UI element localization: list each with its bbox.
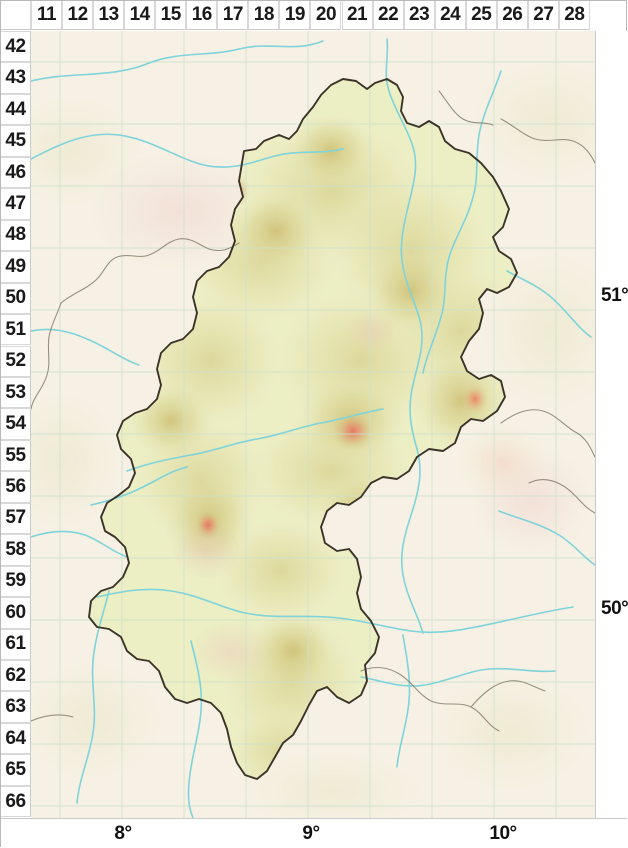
river-rhein bbox=[76, 590, 110, 804]
grid-row-header-63[interactable]: 63 bbox=[1, 691, 31, 723]
grid-row-header-58[interactable]: 58 bbox=[1, 534, 31, 566]
river-east-1 bbox=[506, 270, 592, 338]
grid-column-header-14[interactable]: 14 bbox=[124, 1, 156, 30]
grid-column-header-25[interactable]: 25 bbox=[465, 1, 497, 30]
urban-areas bbox=[171, 309, 396, 681]
grid-column-header-15[interactable]: 15 bbox=[155, 1, 187, 30]
river-lahn-west bbox=[90, 466, 188, 506]
grid-row-header-42[interactable]: 42 bbox=[1, 31, 31, 63]
grid-row-header-50[interactable]: 50 bbox=[1, 282, 31, 315]
river-south-1 bbox=[187, 640, 203, 818]
grid-row-header-57[interactable]: 57 bbox=[1, 502, 31, 535]
grid-row-header-66[interactable]: 66 bbox=[1, 785, 31, 818]
neighbor-borders bbox=[31, 90, 595, 732]
grid-row-header-62[interactable]: 62 bbox=[1, 660, 31, 692]
grid-column-header-18[interactable]: 18 bbox=[248, 1, 280, 30]
grid-row-header-60[interactable]: 60 bbox=[1, 597, 31, 629]
river-south-3 bbox=[396, 634, 411, 768]
grid-row-header-65[interactable]: 65 bbox=[1, 754, 31, 786]
grid-row-header-54[interactable]: 54 bbox=[1, 408, 31, 440]
coordinate-grid bbox=[31, 31, 595, 818]
outside-terrain bbox=[31, 61, 595, 818]
river-werra bbox=[422, 70, 502, 374]
map-canvas[interactable] bbox=[31, 31, 595, 818]
grid-row-header-46[interactable]: 46 bbox=[1, 156, 31, 189]
rivers bbox=[31, 38, 595, 818]
grid-row-header-51[interactable]: 51 bbox=[1, 314, 31, 346]
latitude-axis: 51° 50° bbox=[595, 31, 628, 818]
grid-row-header-53[interactable]: 53 bbox=[1, 376, 31, 409]
grid-row-header-49[interactable]: 49 bbox=[1, 251, 31, 283]
grid-column-header-13[interactable]: 13 bbox=[93, 1, 125, 30]
river-fulda-weser bbox=[385, 38, 424, 634]
grid-row-header-64[interactable]: 64 bbox=[1, 722, 31, 755]
river-west-2 bbox=[31, 530, 128, 558]
hessen-state-border bbox=[88, 78, 518, 780]
latitude-label-1: 50° bbox=[601, 598, 628, 619]
river-west-1 bbox=[31, 328, 140, 366]
river-east-2 bbox=[498, 510, 595, 566]
grid-row-header-52[interactable]: 52 bbox=[1, 345, 31, 377]
grid-row-header-45[interactable]: 45 bbox=[1, 125, 31, 157]
grid-column-header-22[interactable]: 22 bbox=[372, 1, 404, 30]
grid-column-header-26[interactable]: 26 bbox=[496, 1, 528, 30]
latitude-label-0: 51° bbox=[601, 285, 628, 306]
grid-column-header-19[interactable]: 19 bbox=[279, 1, 311, 30]
grid-row-header-55[interactable]: 55 bbox=[1, 439, 31, 472]
longitude-label-2: 10° bbox=[489, 823, 517, 844]
grid-row-header-61[interactable]: 61 bbox=[1, 628, 31, 660]
grid-row-header-43[interactable]: 43 bbox=[1, 62, 31, 94]
grid-column-header-11[interactable]: 11 bbox=[31, 1, 63, 30]
longitude-label-1: 9° bbox=[302, 823, 320, 844]
river-lahn bbox=[126, 408, 384, 472]
grid-row-header-48[interactable]: 48 bbox=[1, 219, 31, 252]
grid-column-header-17[interactable]: 17 bbox=[217, 1, 249, 30]
topographic-map bbox=[31, 31, 595, 818]
grid-column-header-20[interactable]: 20 bbox=[310, 1, 342, 30]
river-south-2 bbox=[360, 667, 556, 687]
grid-row-header-56[interactable]: 56 bbox=[1, 471, 31, 503]
river-north bbox=[31, 40, 324, 82]
longitude-label-0: 8° bbox=[114, 823, 132, 844]
grid-column-header-12[interactable]: 12 bbox=[62, 1, 94, 30]
river-main bbox=[96, 588, 574, 634]
grid-column-header-16[interactable]: 16 bbox=[186, 1, 218, 30]
river-diemel bbox=[31, 133, 344, 168]
grid-corner-cell bbox=[1, 1, 31, 30]
grid-column-header-23[interactable]: 23 bbox=[403, 1, 435, 30]
grid-row-header-59[interactable]: 59 bbox=[1, 565, 31, 598]
grid-row-header-47[interactable]: 47 bbox=[1, 188, 31, 220]
column-header-row: 11 12 13 14 15 16 17 18 19 20 21 22 23 24 25 26 27 28 bbox=[0, 0, 628, 31]
peak-vogelsberg bbox=[331, 411, 375, 451]
grid-row-header-44[interactable]: 44 bbox=[1, 93, 31, 126]
longitude-axis: 8° 9° 10° bbox=[1, 818, 627, 848]
grid-column-header-27[interactable]: 27 bbox=[527, 1, 559, 30]
grid-column-header-28[interactable]: 28 bbox=[558, 1, 590, 30]
row-header-column: 42 43 44 45 46 47 48 49 50 51 52 53 54 55 56 57 58 59 60 61… bbox=[0, 31, 31, 818]
grid-column-header-21[interactable]: 21 bbox=[341, 1, 373, 30]
grid-column-header-24[interactable]: 24 bbox=[434, 1, 466, 30]
